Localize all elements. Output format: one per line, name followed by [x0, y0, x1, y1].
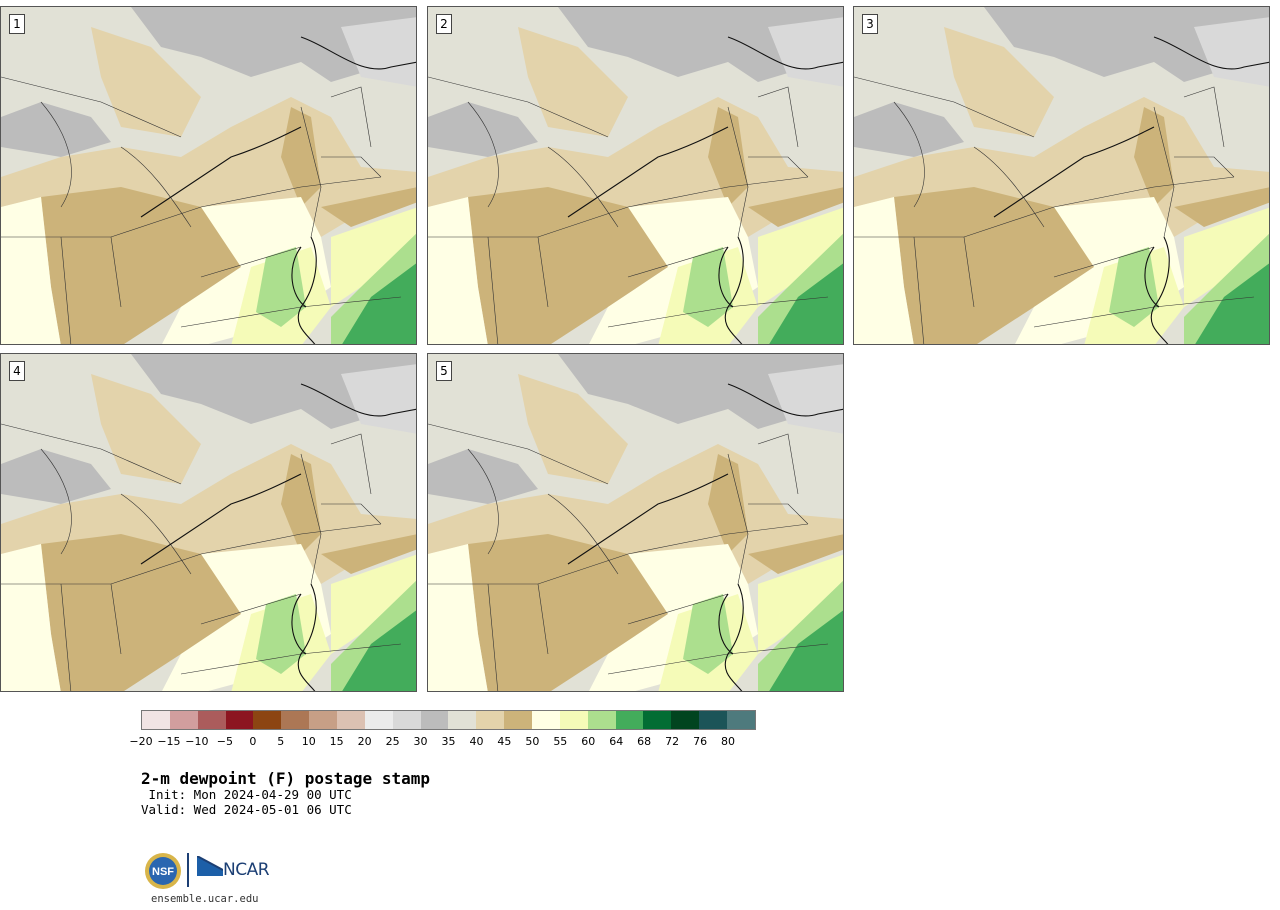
- colorbar-swatch: [364, 711, 393, 729]
- colorbar-swatch: [727, 711, 755, 729]
- colorbar-tick: 45: [497, 735, 512, 748]
- colorbar-tick: 76: [693, 735, 708, 748]
- colorbar-tick: 72: [665, 735, 680, 748]
- dewpoint-map: [428, 354, 843, 691]
- colorbar-swatch: [281, 711, 310, 729]
- dewpoint-map: [854, 7, 1269, 344]
- panel-number-badge: 5: [436, 361, 452, 381]
- map-panel-5: 5: [427, 353, 844, 692]
- colorbar-tick: 20: [357, 735, 372, 748]
- colorbar-swatch: [671, 711, 700, 729]
- colorbar-tick: 15: [329, 735, 344, 748]
- footer-url: ensemble.ucar.edu: [151, 893, 259, 905]
- valid-time: Valid: Wed 2024-05-01 06 UTC: [141, 802, 352, 817]
- colorbar-tick: 68: [637, 735, 652, 748]
- nsf-logo: NSF: [145, 853, 181, 889]
- map-panel-3: 3: [853, 6, 1270, 345]
- dewpoint-map: [428, 7, 843, 344]
- colorbar-tick: 35: [441, 735, 456, 748]
- colorbar-swatch: [615, 711, 644, 729]
- colorbar-swatch: [699, 711, 728, 729]
- colorbar-tick: 50: [525, 735, 540, 748]
- colorbar-swatch: [253, 711, 282, 729]
- colorbar-tick: −10: [185, 735, 209, 748]
- colorbar-tick: 10: [301, 735, 316, 748]
- ncar-logo-text: NCAR: [223, 860, 270, 880]
- colorbar-tick: −5: [216, 735, 233, 748]
- panel-number-badge: 2: [436, 14, 452, 34]
- colorbar-swatch: [169, 711, 198, 729]
- colorbar-swatch: [559, 711, 588, 729]
- colorbar-swatch: [309, 711, 338, 729]
- map-panel-4: 4: [0, 353, 417, 692]
- colorbar-swatch: [197, 711, 226, 729]
- colorbar-swatch: [225, 711, 254, 729]
- colorbar-swatch: [476, 711, 505, 729]
- init-time: Init: Mon 2024-04-29 00 UTC: [141, 787, 352, 802]
- panel-number-badge: 4: [9, 361, 25, 381]
- colorbar-tick: 30: [413, 735, 428, 748]
- colorbar-tick: −15: [157, 735, 181, 748]
- map-panel-2: 2: [427, 6, 844, 345]
- colorbar-tick: 80: [721, 735, 736, 748]
- colorbar: [141, 710, 756, 730]
- colorbar-tick: 64: [609, 735, 624, 748]
- chart-title: 2-m dewpoint (F) postage stamp: [141, 769, 430, 788]
- colorbar-tick: 55: [553, 735, 568, 748]
- nsf-logo-text: NSF: [152, 866, 174, 878]
- colorbar-swatch: [587, 711, 616, 729]
- dewpoint-map: [1, 354, 416, 691]
- colorbar-swatch: [392, 711, 421, 729]
- colorbar-swatch: [142, 711, 170, 729]
- colorbar-tick: 60: [581, 735, 596, 748]
- panel-number-badge: 3: [862, 14, 878, 34]
- colorbar-swatch: [337, 711, 365, 729]
- colorbar-tick: −20: [129, 735, 153, 748]
- colorbar-tick: 40: [469, 735, 484, 748]
- colorbar-tick: 5: [277, 735, 285, 748]
- ncar-logo-mark: [197, 856, 223, 876]
- logo-divider: [187, 853, 189, 887]
- colorbar-tick-labels: −20 −15 −10 −5 0 5 10 15 20 25 30 35 40 45 50 55 60 64 68 7…: [129, 735, 756, 749]
- colorbar-swatch: [448, 711, 477, 729]
- colorbar-tick: 25: [385, 735, 400, 748]
- colorbar-swatch: [420, 711, 449, 729]
- dewpoint-map: [1, 7, 416, 344]
- colorbar-swatch: [504, 711, 533, 729]
- panel-number-badge: 1: [9, 14, 25, 34]
- colorbar-swatch: [532, 711, 560, 729]
- colorbar-swatch: [643, 711, 672, 729]
- map-panel-1: 1: [0, 6, 417, 345]
- colorbar-tick: 0: [249, 735, 257, 748]
